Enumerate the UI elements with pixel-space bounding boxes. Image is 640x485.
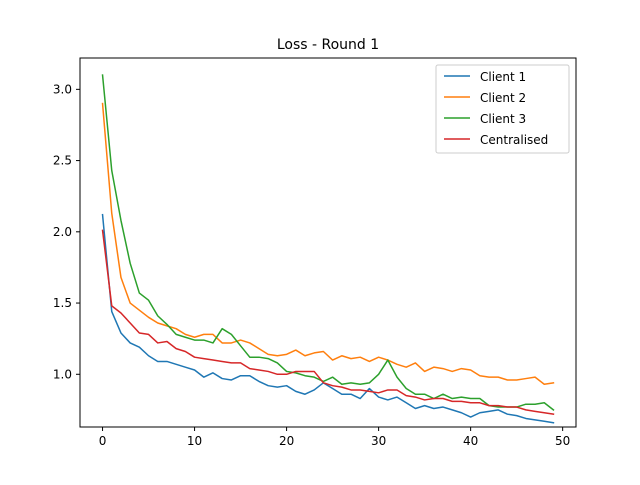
series-layer xyxy=(101,74,555,424)
x-tick-label: 50 xyxy=(555,434,570,448)
x-tick-label: 40 xyxy=(463,434,478,448)
y-axis: 1.0 1.5 2.0 2.5 3.0 xyxy=(53,82,80,381)
y-tick-label: 1.5 xyxy=(53,296,72,310)
chart-title: Loss - Round 1 xyxy=(277,37,379,53)
y-tick-label: 1.0 xyxy=(53,367,72,381)
x-tick-label: 0 xyxy=(99,434,107,448)
legend-label: Client 2 xyxy=(480,91,526,105)
legend-items: Client 1 Client 2 Client 3 Centralised xyxy=(444,70,548,147)
series-line-centralised xyxy=(101,229,555,416)
legend-box xyxy=(435,64,570,154)
series-line-client-3 xyxy=(101,74,555,411)
axes-frame xyxy=(79,57,577,428)
series-line-client-2 xyxy=(101,102,555,386)
y-tick-label: 2.0 xyxy=(53,225,72,239)
x-axis: 0 10 20 30 40 50 xyxy=(99,427,570,448)
x-tick-label: 10 xyxy=(187,434,202,448)
x-tick-label: 30 xyxy=(371,434,386,448)
y-tick-label: 3.0 xyxy=(53,82,72,96)
y-tick-label: 2.5 xyxy=(53,154,72,168)
x-tick-label: 20 xyxy=(279,434,294,448)
legend-label: Centralised xyxy=(480,133,548,147)
legend: Client 1 Client 2 Client 3 Centralised xyxy=(435,64,570,154)
legend-label: Client 3 xyxy=(480,112,526,126)
series-line-client-1 xyxy=(101,213,555,424)
legend-label: Client 1 xyxy=(480,70,526,84)
